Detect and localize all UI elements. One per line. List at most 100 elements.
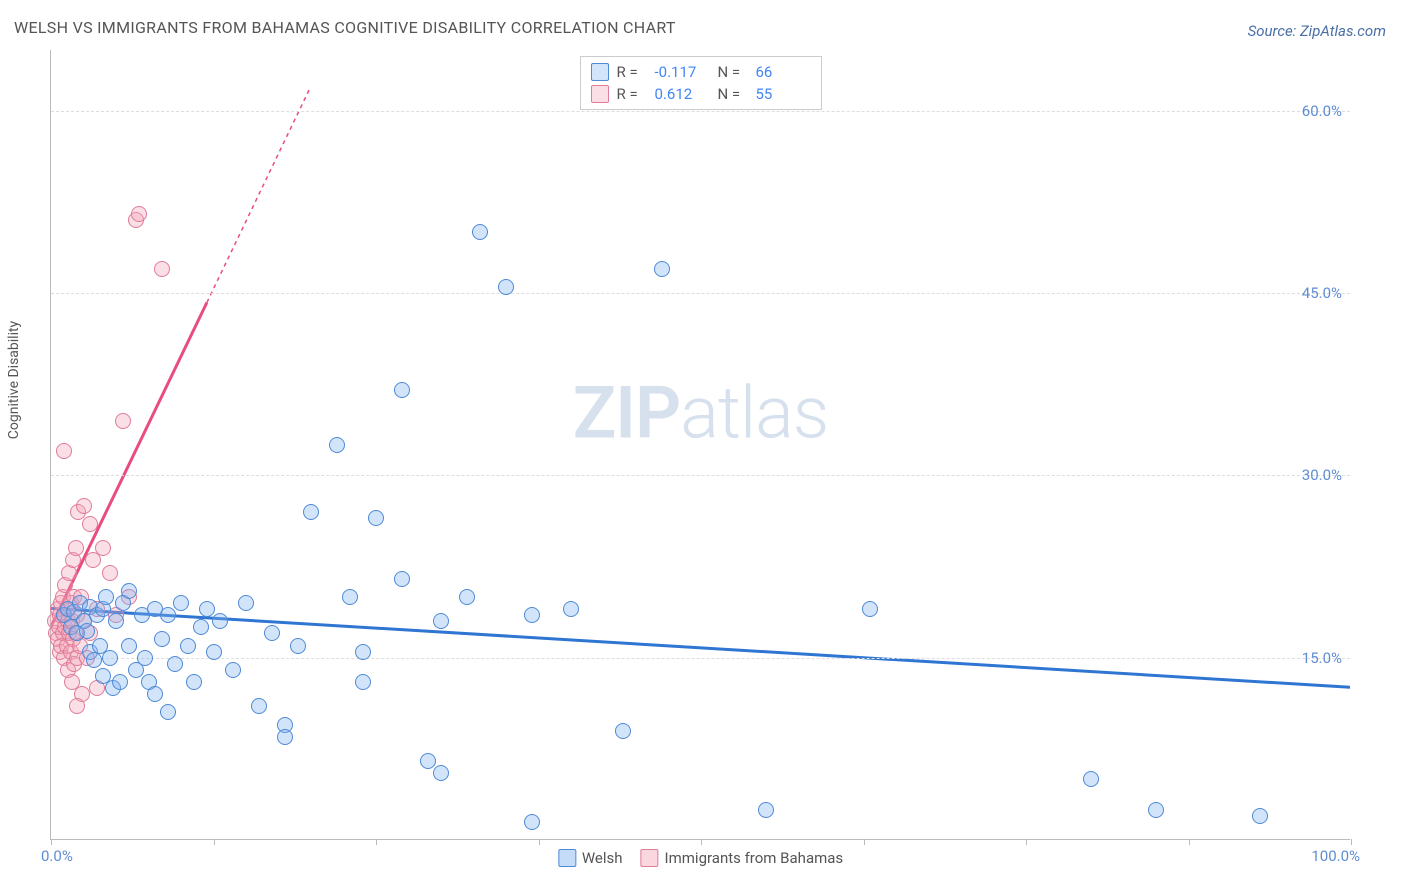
scatter-point [160,704,176,720]
y-tick-label: 30.0% [1302,466,1342,484]
legend-n-label: N = [718,63,748,81]
watermark: ZIPatlas [573,370,829,455]
scatter-point [615,723,631,739]
scatter-point [394,382,410,398]
legend-label-welsh: Welsh [582,849,623,867]
scatter-point [472,224,488,240]
scatter-point [420,753,436,769]
y-tick-label: 15.0% [1302,649,1342,667]
gridline [51,111,1350,112]
scatter-point [154,261,170,277]
gridline [51,293,1350,294]
x-tick [701,839,702,845]
legend-correlation: R = -0.117 N = 66 R = 0.612 N = 55 [580,56,822,110]
scatter-point [355,674,371,690]
x-tick [1026,839,1027,845]
watermark-zip: ZIP [573,370,680,455]
y-tick-label: 45.0% [1302,284,1342,302]
scatter-point [524,814,540,830]
x-axis-label-min: 0.0% [41,847,73,865]
scatter-point [193,619,209,635]
scatter-point [212,613,228,629]
scatter-point [131,206,147,222]
scatter-point [277,729,293,745]
scatter-point [368,510,384,526]
legend-series: Welsh Immigrants from Bahamas [558,849,843,867]
x-tick [376,839,377,845]
scatter-point [102,565,118,581]
scatter-point [186,674,202,690]
trend-line-extrapolation [207,86,311,302]
x-tick [539,839,540,845]
scatter-point [758,802,774,818]
scatter-point [251,698,267,714]
scatter-point [167,656,183,672]
x-tick [1351,839,1352,845]
scatter-point [86,652,102,668]
scatter-point [108,613,124,629]
scatter-point [1252,808,1268,824]
trend-lines-svg [51,50,1350,839]
scatter-point [147,686,163,702]
gridline [51,475,1350,476]
scatter-point [433,613,449,629]
scatter-point [154,631,170,647]
scatter-point [498,279,514,295]
y-axis-label: Cognitive Disability [6,321,22,439]
gridline [51,658,1350,659]
scatter-point [98,589,114,605]
scatter-point [173,595,189,611]
x-tick [1189,839,1190,845]
legend-r-label: R = [617,85,647,103]
x-tick [214,839,215,845]
source-attribution: Source: ZipAtlas.com [1248,22,1386,40]
swatch-bahamas [591,85,609,103]
scatter-point [238,595,254,611]
trend-line [51,608,1350,687]
legend-r-value-bahamas: 0.612 [655,85,710,103]
scatter-point [76,498,92,514]
legend-row-bahamas: R = 0.612 N = 55 [591,83,811,105]
scatter-point [303,504,319,520]
scatter-point [112,674,128,690]
scatter-point [137,650,153,666]
legend-r-value-welsh: -0.117 [655,63,710,81]
scatter-point [68,540,84,556]
scatter-point [95,540,111,556]
scatter-point [56,443,72,459]
scatter-point [199,601,215,617]
scatter-point [355,644,371,660]
scatter-point [862,601,878,617]
scatter-point [180,638,196,654]
scatter-point [115,413,131,429]
legend-item-bahamas: Immigrants from Bahamas [641,849,844,867]
scatter-point [160,607,176,623]
scatter-point [459,589,475,605]
scatter-point [290,638,306,654]
scatter-point [121,638,137,654]
scatter-point [329,437,345,453]
legend-row-welsh: R = -0.117 N = 66 [591,61,811,83]
swatch-welsh [591,63,609,81]
scatter-point [1148,802,1164,818]
scatter-point [206,644,222,660]
scatter-point [394,571,410,587]
scatter-point [342,589,358,605]
watermark-atlas: atlas [680,370,828,455]
scatter-plot-area: ZIPatlas R = -0.117 N = 66 R = 0.612 N =… [50,50,1350,840]
scatter-point [121,583,137,599]
legend-n-value-welsh: 66 [756,63,811,81]
swatch-bahamas [641,849,659,867]
x-tick [51,839,52,845]
scatter-point [69,698,85,714]
scatter-point [102,650,118,666]
chart-title: WELSH VS IMMIGRANTS FROM BAHAMAS COGNITI… [14,18,676,37]
x-axis-label-max: 100.0% [1311,847,1360,865]
scatter-point [225,662,241,678]
scatter-point [79,623,95,639]
scatter-point [264,625,280,641]
swatch-welsh [558,849,576,867]
scatter-point [1083,771,1099,787]
scatter-point [82,516,98,532]
scatter-point [563,601,579,617]
